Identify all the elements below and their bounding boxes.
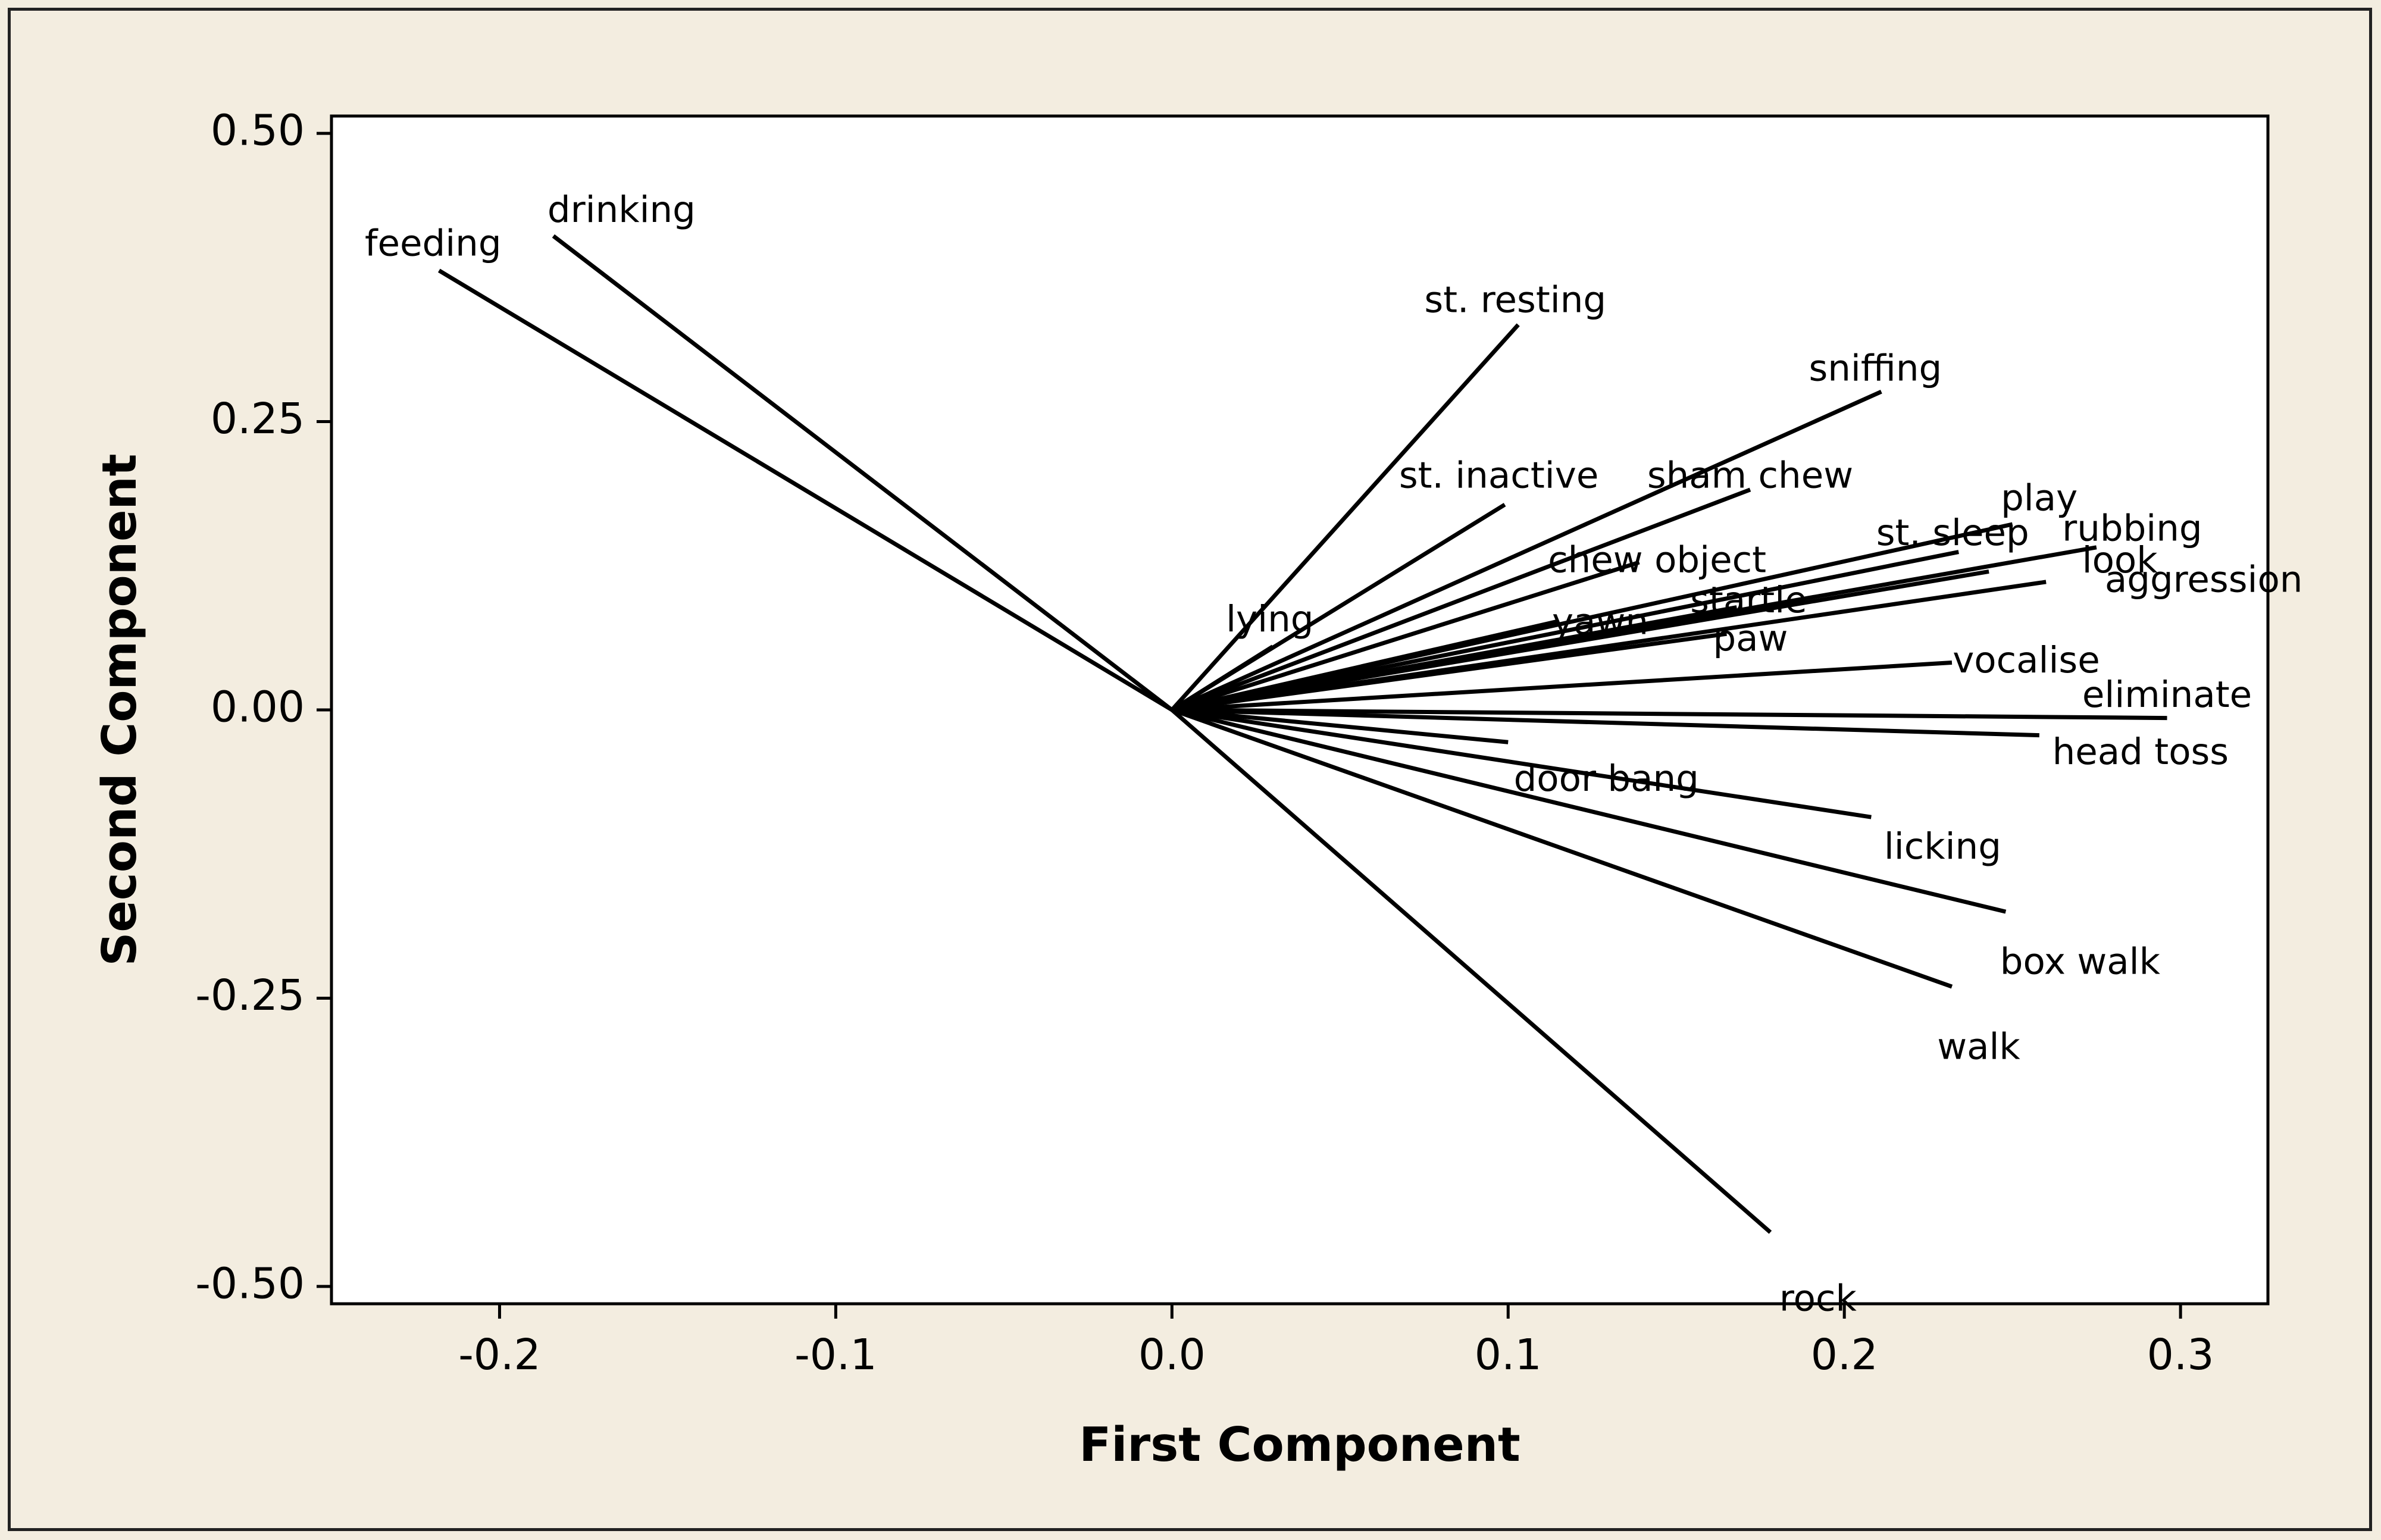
vector-door-bang: [1171, 708, 1509, 744]
x-tick-label: 0.3: [2147, 1330, 2214, 1379]
vector-lying: [1171, 644, 1274, 712]
y-tick-label: 0.50: [211, 106, 305, 155]
y-axis-title: Second Component: [92, 453, 147, 966]
x-tick-label: 0.0: [1138, 1330, 1206, 1379]
vector-head-toss: [1172, 708, 2039, 738]
label-sham-chew: sham chew: [1647, 454, 1853, 496]
x-tick-label: 0.2: [1811, 1330, 1878, 1379]
y-tick-label: -0.25: [195, 971, 305, 1020]
x-tick-label: 0.1: [1475, 1330, 1542, 1379]
label-st-sleep: st. sleep: [1876, 512, 2029, 554]
vector-lines: [437, 234, 2167, 1234]
x-tick-label: -0.1: [794, 1330, 877, 1379]
label-yawn: yawn: [1552, 600, 1648, 643]
label-startle: startle: [1690, 579, 1807, 621]
label-rock: rock: [1779, 1277, 1857, 1319]
label-aggression: aggression: [2105, 558, 2303, 600]
vector-rock: [1171, 708, 1772, 1234]
vector-feeding: [437, 268, 1174, 712]
vector-st-sleep: [1171, 550, 1959, 712]
vector-sniffing: [1171, 389, 1882, 712]
biplot-chart: 0.50 0.25 0.00 -0.25 -0.50 -0.2 -0.1 0.0 0.1 0.2…: [92, 106, 2302, 1472]
label-st-inactive: st. inactive: [1399, 455, 1599, 497]
vector-drinking: [552, 234, 1174, 712]
label-st-resting: st. resting: [1424, 278, 1606, 321]
label-sniffing: sniffing: [1809, 348, 1942, 390]
label-lying: lying: [1226, 598, 1313, 640]
label-look: look: [2082, 539, 2158, 581]
label-head-toss: head toss: [2053, 731, 2229, 773]
y-tick-label: -0.50: [195, 1259, 305, 1308]
label-box-walk: box walk: [2000, 941, 2161, 983]
label-rubbing: rubbing: [2062, 507, 2202, 549]
label-chew-object: chew object: [1548, 539, 1766, 581]
y-tick-label: 0.00: [211, 683, 305, 732]
vector-st-resting: [1170, 323, 1520, 712]
label-paw: paw: [1713, 618, 1788, 660]
label-walk: walk: [1937, 1026, 2020, 1068]
label-eliminate: eliminate: [2082, 674, 2252, 716]
y-tick-label: 0.25: [211, 394, 305, 443]
label-feeding: feeding: [365, 222, 502, 264]
vector-licking: [1171, 708, 1872, 819]
vector-vocalise: [1172, 661, 1953, 712]
label-door-bang: door bang: [1514, 758, 1699, 800]
vector-walk: [1171, 708, 1953, 989]
vector-paw: [1171, 631, 1727, 712]
label-drinking: drinking: [547, 189, 696, 231]
vector-box-walk: [1171, 708, 2007, 914]
vector-sham-chew: [1171, 487, 1751, 712]
vector-labels: feeding drinking st. resting sniffing st. in…: [365, 189, 2302, 1319]
label-play: play: [2001, 477, 2077, 519]
label-licking: licking: [1884, 825, 2001, 868]
x-axis-title: First Component: [1079, 1417, 1520, 1472]
figure-frame: 0.50 0.25 0.00 -0.25 -0.50 -0.2 -0.1 0.0 0.1 0.2…: [8, 8, 2372, 1531]
vector-eliminate: [1172, 708, 2167, 721]
y-axis-ticks: 0.50 0.25 0.00 -0.25 -0.50: [195, 106, 331, 1308]
vector-chew-object: [1171, 560, 1640, 712]
label-vocalise: vocalise: [1953, 639, 2100, 681]
vector-startle: [1171, 605, 1738, 712]
vector-yawn: [1171, 619, 1559, 712]
x-tick-label: -0.2: [458, 1330, 541, 1379]
x-axis-ticks: -0.2 -0.1 0.0 0.1 0.2 0.3: [458, 1304, 2214, 1379]
